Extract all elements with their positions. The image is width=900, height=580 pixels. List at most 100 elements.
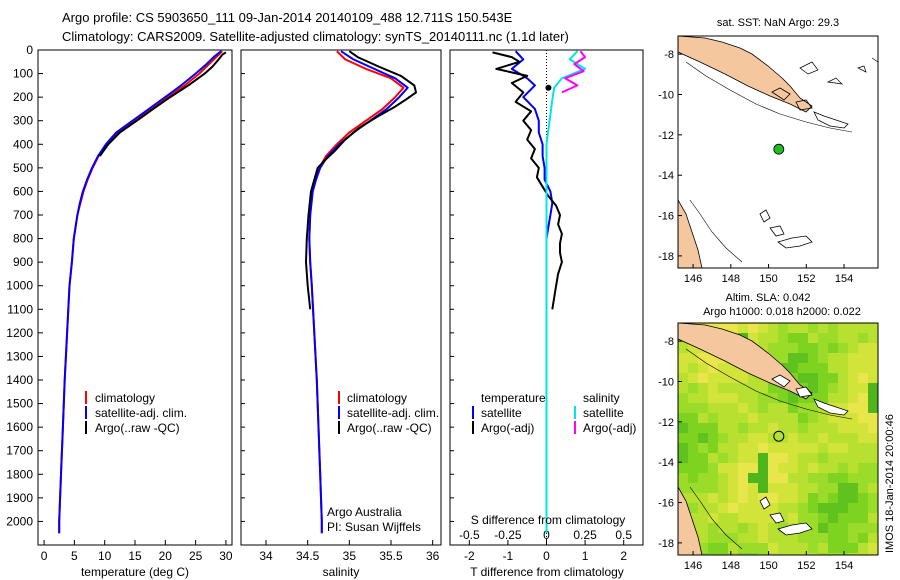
sla-cell: [788, 463, 798, 473]
sla-cell: [688, 493, 698, 503]
sla-cell: [788, 363, 798, 373]
bathymetry-contour-north: [685, 61, 853, 133]
sla-cell: [808, 433, 818, 443]
sla-cell: [808, 483, 818, 493]
sla-cell: [808, 543, 818, 553]
sla-cell: [788, 483, 798, 493]
sla-cell: [698, 413, 708, 423]
sla-cell: [798, 363, 808, 373]
sla-cell: [708, 353, 718, 363]
depth-tick-label: 500: [13, 161, 33, 175]
sla-cell: [778, 543, 788, 553]
sla-cell: [788, 553, 798, 555]
sla-cell: [758, 443, 768, 453]
sla-cell: [728, 393, 738, 403]
sla-cell: [798, 413, 808, 423]
sla-cell: [858, 333, 868, 343]
x-tick-label: 30: [219, 549, 233, 563]
sla-cell: [698, 543, 708, 553]
x-tick-label: 15: [128, 549, 142, 563]
sla-cell: [838, 473, 848, 483]
sla-cell: [708, 533, 718, 543]
sla-cell: [698, 423, 708, 433]
sla-cell: [748, 403, 758, 413]
salinity-panel-frame: [240, 49, 442, 546]
depth-tick-label: 1200: [6, 326, 33, 340]
sla-cell: [798, 493, 808, 503]
sla-cell: [688, 363, 698, 373]
sla-cell: [758, 543, 768, 553]
sla-cell: [808, 513, 818, 523]
temperature-x-axis: 0 5 10 15 20 25 30: [41, 540, 233, 563]
sla-cell: [718, 433, 728, 443]
sla-cell: [848, 343, 858, 353]
depth-tick-label: 1900: [6, 491, 33, 505]
sla-cell: [768, 323, 778, 333]
sla-cell: [818, 383, 828, 393]
sla-map-title-1: Altim. SLA: 0.042: [726, 292, 811, 304]
sla-cell: [718, 323, 728, 333]
sla-cell: [678, 353, 688, 363]
t-difference-x-axis: -2 -1 0 1 2: [464, 540, 627, 563]
sla-cell: [788, 493, 798, 503]
sla-cell: [828, 423, 838, 433]
sla-cell: [738, 523, 748, 533]
sla-cell: [748, 523, 758, 533]
sla-cell: [738, 473, 748, 483]
sla-cell: [868, 463, 878, 473]
sla-cell: [738, 433, 748, 443]
sla-cell: [748, 493, 758, 503]
s-difference-tick-label: 0: [543, 528, 550, 542]
sla-cell: [828, 393, 838, 403]
sla-cell: [828, 353, 838, 363]
sla-cell: [708, 383, 718, 393]
sla-cell: [768, 523, 778, 533]
sla-cell: [828, 383, 838, 393]
sla-cell: [858, 363, 868, 373]
sla-cell: [818, 473, 828, 483]
salinity-legend: climatology satellite-adj. clim. Argo(..…: [338, 391, 439, 435]
sla-cell: [868, 453, 878, 463]
sla-cell: [868, 523, 878, 533]
sla-cell: [748, 453, 758, 463]
sla-cell: [868, 513, 878, 523]
sla-cell: [748, 443, 758, 453]
sla-cell: [758, 513, 768, 523]
sla-cell: [738, 423, 748, 433]
sla-cell: [848, 533, 858, 543]
sla-cell: [748, 433, 758, 443]
sla-cell: [678, 343, 688, 353]
sla-cell: [868, 323, 878, 333]
sla-cell: [688, 453, 698, 463]
sla-cell: [868, 383, 878, 393]
legend-satellite-label: satellite-adj. clim.: [95, 406, 187, 420]
sla-cell: [828, 493, 838, 503]
sla-cell: [868, 543, 878, 553]
sla-cell: [868, 343, 878, 353]
sla-cell: [808, 533, 818, 543]
sla-cell: [788, 453, 798, 463]
sla-cell: [738, 323, 748, 333]
sla-cell: [818, 523, 828, 533]
sla-cell: [838, 493, 848, 503]
sla-cell: [828, 473, 838, 483]
sla-cell: [828, 343, 838, 353]
australia-landmass: [678, 486, 703, 555]
sla-cell: [798, 373, 808, 383]
legend-argo-label: Argo(..raw -QC): [347, 421, 432, 435]
depth-tick-label: 1600: [6, 420, 33, 434]
sla-cell: [848, 323, 858, 333]
sla-cell: [718, 483, 728, 493]
sla-cell: [838, 343, 848, 353]
sla-cell: [728, 323, 738, 333]
legend-temperature-title: temperature: [481, 391, 546, 405]
series-line-salinity-satellite: [545, 50, 587, 534]
sla-cell: [828, 443, 838, 453]
sst-map-title: sat. SST: NaN Argo: 29.3: [717, 17, 839, 29]
sla-cell: [758, 413, 768, 423]
sla-cell: [828, 333, 838, 343]
depth-tick-label: 400: [13, 137, 33, 151]
sla-cell: [818, 343, 828, 353]
sla-map-frame: [677, 322, 879, 556]
sla-cell: [688, 513, 698, 523]
